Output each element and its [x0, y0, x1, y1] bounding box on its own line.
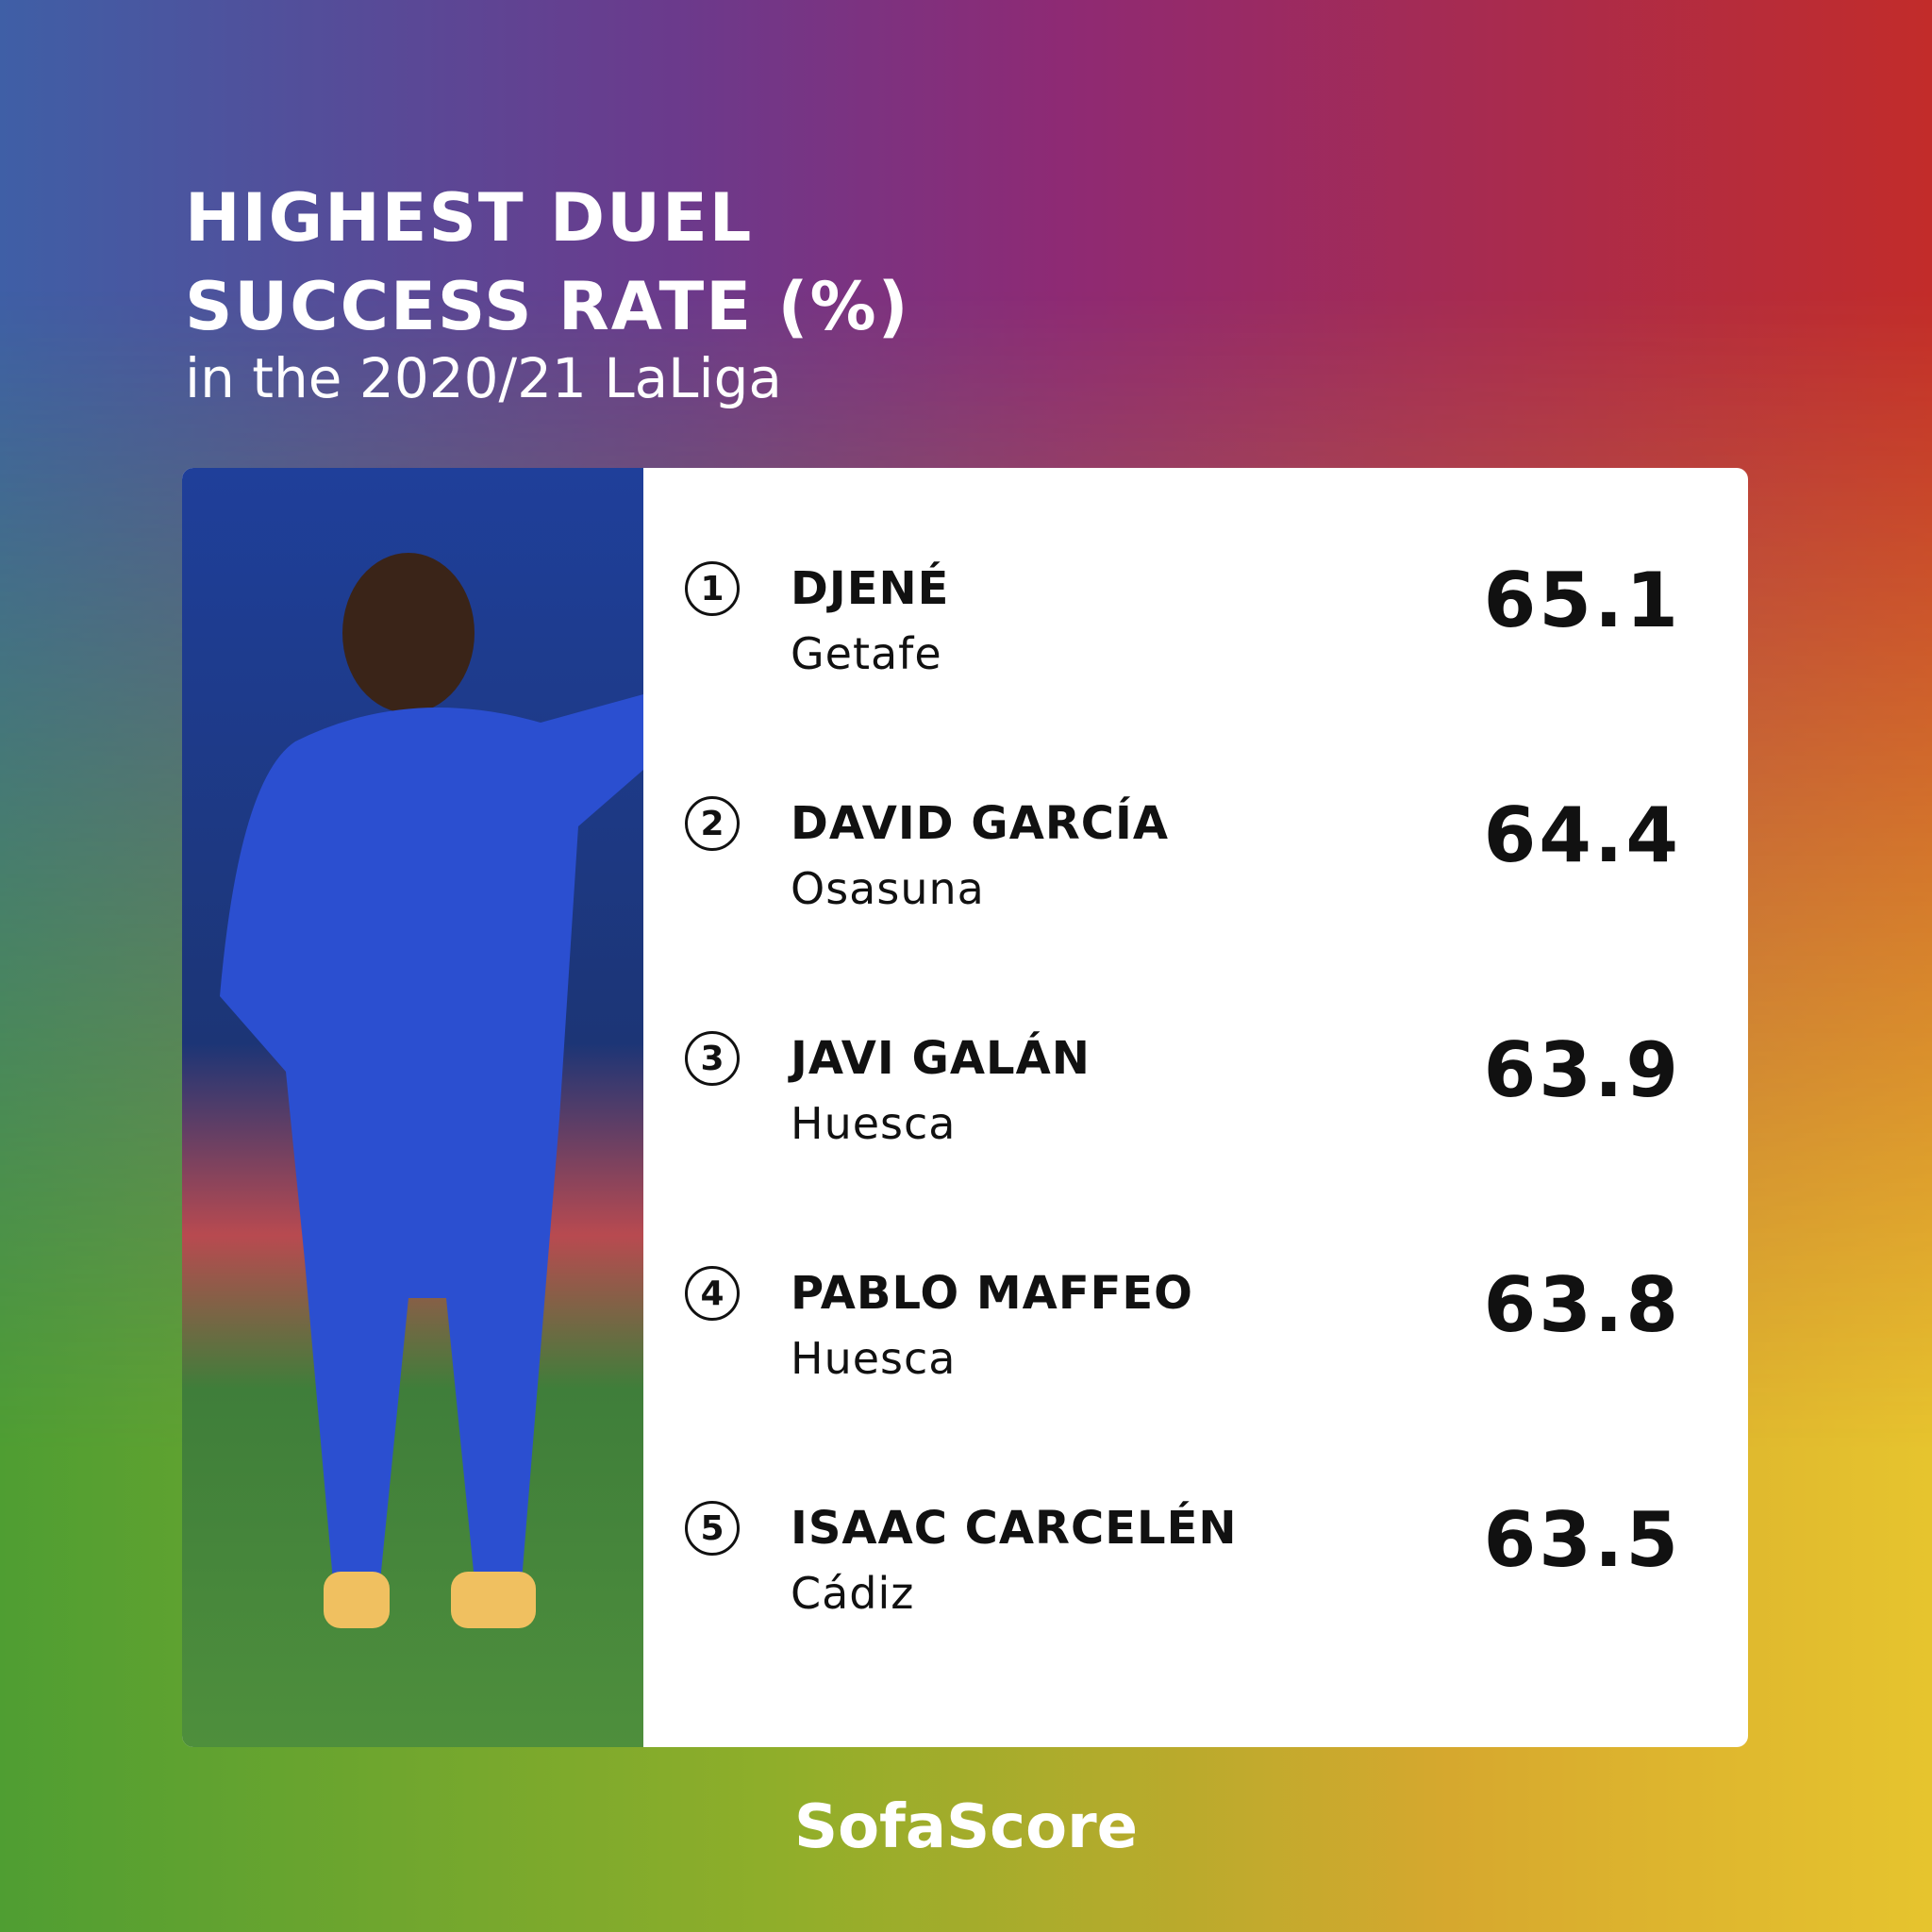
player-name: DAVID GARCÍA — [791, 797, 1170, 850]
rank-badge: 1 — [685, 561, 740, 616]
brand-logo: SofaScore — [793, 1792, 1139, 1862]
team-name: Cádiz — [791, 1568, 915, 1619]
title-line: HIGHEST DUEL — [185, 179, 754, 257]
team-name: Huesca — [791, 1333, 957, 1384]
rank-badge: 4 — [685, 1266, 740, 1321]
rank-badge: 2 — [685, 796, 740, 851]
subtitle: in the 2020/21 LaLiga — [185, 346, 782, 410]
rank-badge: 3 — [685, 1031, 740, 1086]
team-name: Getafe — [791, 628, 942, 679]
player-name: ISAAC CARCELÉN — [791, 1502, 1238, 1555]
duel-success-rate: 64.4 — [1483, 791, 1681, 879]
player-name: DJENÉ — [791, 562, 950, 615]
team-name: Osasuna — [791, 863, 985, 914]
ranking-card — [182, 468, 1748, 1747]
player-name: PABLO MAFFEO — [791, 1267, 1193, 1320]
rank-badge: 5 — [685, 1501, 740, 1556]
team-name: Huesca — [791, 1098, 957, 1149]
duel-success-rate: 63.5 — [1483, 1496, 1681, 1584]
duel-success-rate: 63.9 — [1483, 1026, 1681, 1114]
player-name: JAVI GALÁN — [791, 1032, 1091, 1085]
duel-success-rate: 65.1 — [1483, 557, 1681, 644]
duel-success-rate: 63.8 — [1483, 1261, 1681, 1349]
player-photo — [182, 468, 643, 1747]
title-line: SUCCESS RATE (%) — [185, 268, 910, 345]
